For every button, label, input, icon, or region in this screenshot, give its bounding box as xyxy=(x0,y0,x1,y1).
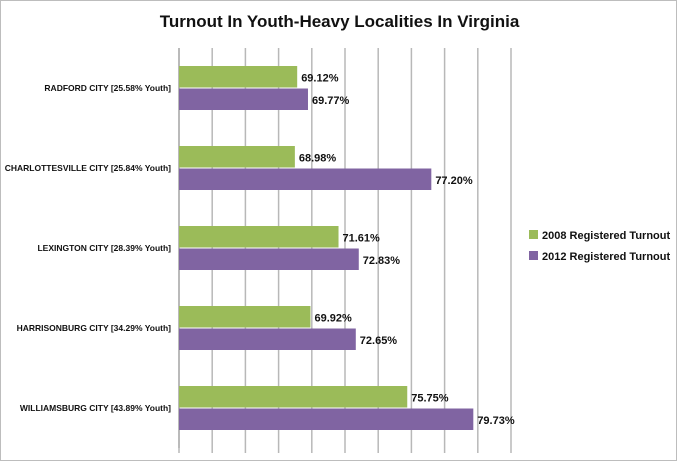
bar xyxy=(179,66,298,88)
legend-label: 2012 Registered Turnout xyxy=(542,251,670,263)
category-label: LEXINGTON CITY [28.39% Youth] xyxy=(37,243,171,253)
chart-title: Turnout In Youth-Heavy Localities In Vir… xyxy=(159,12,520,31)
bar xyxy=(179,328,356,350)
data-label: 79.73% xyxy=(477,415,515,427)
category-label: CHARLOTTESVILLE CITY [25.84% Youth] xyxy=(5,163,171,173)
category-label: RADFORD CITY [25.58% Youth] xyxy=(44,83,171,93)
data-label: 72.83% xyxy=(363,255,401,267)
data-label: 69.77% xyxy=(312,95,350,107)
category-label: WILLIAMSBURG CITY [43.89% Youth] xyxy=(20,403,171,413)
bar xyxy=(179,306,311,328)
data-label: 69.12% xyxy=(301,72,339,84)
data-label: 77.20% xyxy=(435,175,473,187)
data-label: 68.98% xyxy=(299,152,337,164)
data-label: 75.75% xyxy=(411,392,449,404)
legend-label: 2008 Registered Turnout xyxy=(542,230,670,242)
legend-swatch xyxy=(529,230,538,239)
bar xyxy=(179,408,474,430)
bar xyxy=(179,386,408,408)
data-label: 72.65% xyxy=(360,335,398,347)
legend-swatch xyxy=(529,251,538,260)
bar xyxy=(179,248,359,270)
bar xyxy=(179,88,308,110)
data-label: 69.92% xyxy=(314,312,352,324)
category-label: HARRISONBURG CITY [34.29% Youth] xyxy=(17,323,172,333)
data-label: 71.61% xyxy=(343,232,381,244)
bar xyxy=(179,146,295,168)
bar xyxy=(179,168,432,190)
bar xyxy=(179,226,339,248)
